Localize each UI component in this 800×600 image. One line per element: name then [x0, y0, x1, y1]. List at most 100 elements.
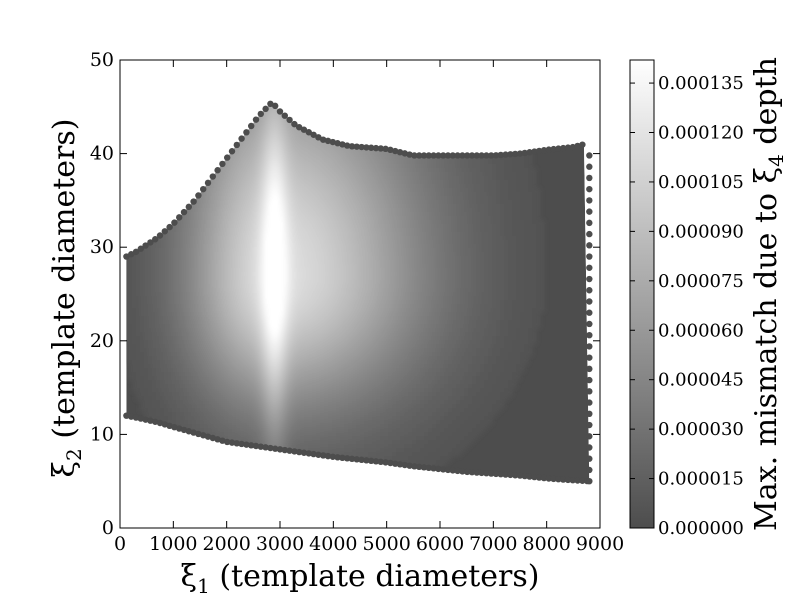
lower-edge-marker	[497, 471, 504, 478]
upper-edge-marker	[267, 100, 274, 108]
lower-edge-marker	[526, 473, 533, 480]
lower-edge-marker	[329, 453, 336, 460]
upper-edge-marker	[560, 144, 567, 152]
upper-edge-marker	[363, 144, 370, 151]
right-edge-marker	[586, 455, 593, 462]
lower-edge-marker	[550, 475, 557, 483]
right-edge-marker	[586, 354, 593, 361]
upper-edge-marker	[555, 145, 562, 152]
lower-edge-marker	[147, 417, 154, 424]
upper-edge-marker	[248, 122, 255, 130]
lower-edge-marker	[132, 414, 140, 421]
upper-edge-marker	[200, 185, 207, 193]
lower-edge-marker	[334, 454, 341, 461]
x-tick-label: 3000	[256, 533, 304, 555]
lower-edge-marker	[560, 476, 567, 483]
y-tick-label: 30	[90, 236, 114, 258]
y-axis-text: (template diameters)	[47, 119, 82, 449]
colorbar-title-subscript: 4	[764, 154, 788, 167]
y-axis-subscript: 2	[62, 448, 86, 461]
lower-edge-marker	[440, 466, 447, 473]
lower-edge-marker	[507, 471, 514, 479]
lower-edge-marker	[185, 428, 192, 435]
lower-edge-marker	[267, 444, 274, 452]
upper-edge-marker	[353, 143, 360, 150]
upper-edge-marker	[262, 105, 269, 113]
upper-edge-marker	[219, 160, 226, 168]
upper-edge-marker	[358, 143, 365, 151]
upper-edge-marker	[137, 245, 144, 252]
lower-edge-marker	[387, 459, 394, 467]
upper-edge-marker	[406, 151, 413, 158]
upper-edge-marker	[161, 228, 168, 235]
lower-edge-marker	[411, 463, 418, 470]
upper-edge-marker	[449, 152, 456, 159]
lower-edge-marker	[392, 460, 399, 467]
upper-edge-marker	[526, 149, 533, 156]
upper-edge-marker	[392, 147, 399, 155]
lower-edge-marker	[281, 446, 288, 454]
right-edge-marker	[586, 242, 593, 249]
upper-edge-marker	[574, 142, 581, 150]
upper-edge-marker	[214, 167, 221, 174]
lower-edge-marker	[564, 476, 572, 484]
x-tick-label: 7000	[469, 533, 517, 555]
right-edge-marker	[586, 275, 593, 283]
upper-edge-marker	[128, 251, 135, 258]
lower-edge-marker	[137, 415, 144, 422]
upper-edge-marker	[545, 146, 552, 153]
right-edge-marker	[586, 253, 593, 260]
lower-edge-marker	[454, 467, 461, 475]
colorbar-tick-label: 0.000045	[658, 370, 744, 391]
lower-edge-marker	[396, 461, 404, 468]
y-tick-label: 40	[90, 143, 114, 165]
lower-edge-marker	[516, 472, 524, 479]
upper-edge-marker	[454, 152, 461, 159]
lower-edge-marker	[377, 458, 384, 466]
upper-edge-marker	[296, 124, 303, 131]
lower-edge-marker	[300, 449, 308, 456]
lower-edge-marker	[569, 477, 576, 484]
lower-edge-marker	[204, 433, 212, 440]
lower-edge-marker	[276, 446, 284, 453]
colorbar-tick-label: 0.000015	[658, 469, 744, 490]
lower-edge-marker	[180, 426, 188, 434]
right-edge-marker	[586, 343, 593, 350]
lower-edge-marker	[449, 467, 456, 474]
lower-edge-marker	[363, 457, 370, 464]
right-edge-marker	[586, 444, 593, 451]
upper-edge-marker	[488, 152, 495, 159]
lower-edge-marker	[320, 452, 327, 459]
upper-edge-marker	[272, 102, 279, 110]
lower-edge-marker	[536, 474, 543, 481]
right-edge-marker	[586, 466, 593, 474]
right-edge-marker	[586, 421, 593, 429]
upper-edge-marker	[339, 141, 346, 148]
upper-edge-marker	[372, 144, 380, 152]
lower-edge-marker	[171, 424, 178, 431]
y-tick-label: 0	[102, 517, 114, 539]
lower-edge-marker	[161, 421, 168, 428]
lower-edge-marker	[488, 470, 495, 477]
lower-edge-marker	[478, 469, 485, 477]
upper-edge-marker	[512, 150, 519, 158]
region-outline	[123, 100, 593, 485]
upper-edge-marker	[440, 152, 447, 159]
upper-edge-marker	[315, 134, 322, 141]
upper-edge-marker	[224, 154, 231, 161]
right-edge-marker	[586, 433, 593, 440]
lower-edge-marker	[209, 434, 216, 442]
upper-edge-marker	[348, 143, 356, 150]
lower-edge-marker	[512, 472, 519, 479]
upper-edge-marker	[152, 236, 159, 243]
upper-edge-marker	[416, 152, 423, 159]
x-tick-label: 0	[114, 533, 126, 555]
lower-edge-marker	[502, 471, 509, 478]
x-tick-label: 8000	[522, 533, 570, 555]
right-edge-marker	[586, 163, 593, 170]
lower-edge-marker	[473, 469, 480, 476]
lower-edge-marker	[128, 413, 135, 420]
colorbar-tick-label: 0.000030	[658, 419, 744, 440]
right-edge-marker	[586, 320, 593, 328]
